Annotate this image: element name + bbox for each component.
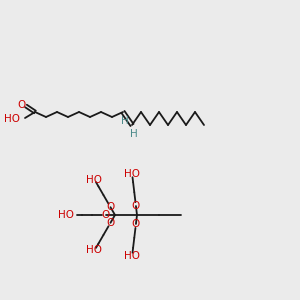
Text: HO: HO <box>4 114 20 124</box>
Text: HO: HO <box>58 210 74 220</box>
Text: H: H <box>130 129 138 139</box>
Text: HO: HO <box>86 175 103 184</box>
Text: O: O <box>132 219 140 229</box>
Text: O: O <box>132 201 140 211</box>
Text: HO: HO <box>124 169 140 179</box>
Text: HO: HO <box>124 251 140 261</box>
Text: HO: HO <box>86 245 103 256</box>
Text: O: O <box>106 202 115 212</box>
Text: H: H <box>121 116 129 126</box>
Text: O: O <box>18 100 26 110</box>
Text: O: O <box>102 210 110 220</box>
Text: O: O <box>106 218 115 228</box>
